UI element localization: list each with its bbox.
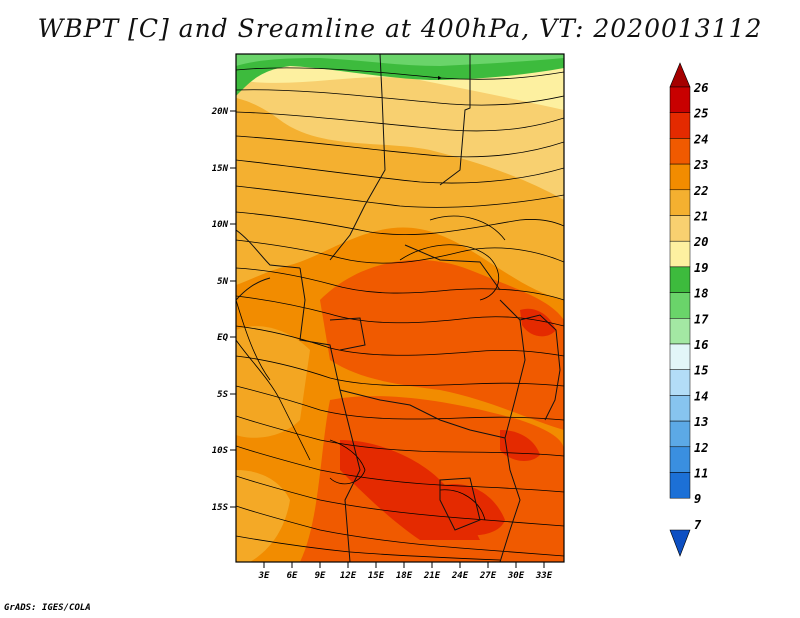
colorbar-label: 21 — [693, 210, 708, 224]
colorbar: 26 25 24 23 22 21 20 19 18 17 16 15 14 13 12 11 9 7 — [669, 62, 709, 557]
lat-axis: 20N 15N 10N 5N EQ 5S 10S 15S — [211, 107, 236, 513]
colorbar-label: 25 — [693, 107, 708, 121]
colorbar-label: 15 — [694, 364, 708, 378]
colorbar-cell — [669, 395, 691, 422]
colorbar-cell — [669, 112, 691, 139]
lat-label-5n: 5N — [217, 277, 228, 287]
streamlines — [236, 67, 564, 561]
lon-label-33e: 33E — [535, 571, 553, 581]
colorbar-label: 22 — [693, 184, 708, 198]
lat-label-10n: 10N — [212, 220, 229, 230]
colorbar-cell — [669, 446, 691, 473]
lon-label-9e: 9E — [315, 571, 326, 581]
colorbar-label: 23 — [693, 158, 708, 172]
colorbar-cell — [669, 343, 691, 370]
lon-label-15e: 15E — [368, 571, 385, 581]
lon-label-18e: 18E — [396, 571, 413, 581]
colorbar-label: 12 — [694, 441, 708, 455]
lon-label-30e: 30E — [507, 571, 525, 581]
country-borders — [236, 54, 561, 562]
colorbar-cell — [669, 266, 691, 293]
lat-label-10s: 10S — [212, 446, 229, 456]
lon-label-6e: 6E — [287, 571, 298, 581]
colorbar-label: 26 — [693, 81, 708, 95]
colorbar-top-arrow — [669, 62, 691, 88]
colorbar-label: 11 — [694, 467, 708, 481]
grads-credit: GrADS: IGES/COLA — [4, 603, 91, 613]
colorbar-cell — [669, 86, 691, 113]
colorbar-cell — [669, 369, 691, 396]
lon-label-27e: 27E — [479, 571, 497, 581]
colorbar-label: 7 — [694, 518, 702, 532]
lon-label-21e: 21E — [423, 571, 441, 581]
colorbar-label: 14 — [694, 389, 708, 403]
colorbar-cell — [669, 138, 691, 165]
colorbar-label: 18 — [694, 287, 708, 301]
colorbar-cell — [669, 420, 691, 448]
plot-frame — [235, 53, 565, 563]
colorbar-cell — [669, 292, 691, 319]
lon-label-12e: 12E — [340, 571, 357, 581]
colorbar-cell — [669, 472, 691, 499]
lat-label-15s: 15S — [212, 503, 229, 513]
colorbar-label: 13 — [694, 415, 708, 429]
lat-label-5s: 5S — [217, 390, 228, 400]
colorbar-label: 17 — [694, 312, 709, 326]
colorbar-label: 9 — [694, 492, 701, 506]
colorbar-cells — [669, 86, 691, 499]
lat-label-15n: 15N — [212, 164, 229, 174]
colorbar-cell — [669, 189, 691, 216]
colorbar-label: 24 — [693, 132, 708, 146]
lat-label-eq: EQ — [217, 333, 228, 343]
plot-title: WBPT [C] and Sreamline at 400hPa, VT: 20… — [37, 14, 763, 43]
colorbar-cell — [669, 163, 691, 191]
colorbar-bottom-arrow — [669, 529, 691, 557]
colorbar-label: 19 — [694, 261, 708, 275]
lon-label-24e: 24E — [451, 571, 469, 581]
lon-label-3e: 3E — [258, 571, 270, 581]
colorbar-label: 20 — [693, 235, 708, 249]
colorbar-label: 16 — [694, 338, 708, 352]
lat-label-20n: 20N — [211, 107, 229, 117]
colorbar-cell — [669, 215, 691, 242]
colorbar-cell — [669, 318, 691, 345]
lon-axis: 3E 6E 9E 12E 15E 18E 21E 24E 27E 30E 33E — [258, 562, 553, 581]
colorbar-cell — [669, 240, 691, 268]
colorbar-labels: 26 25 24 23 22 21 20 19 18 17 16 15 14 13 12 11 9 7 — [693, 81, 709, 532]
